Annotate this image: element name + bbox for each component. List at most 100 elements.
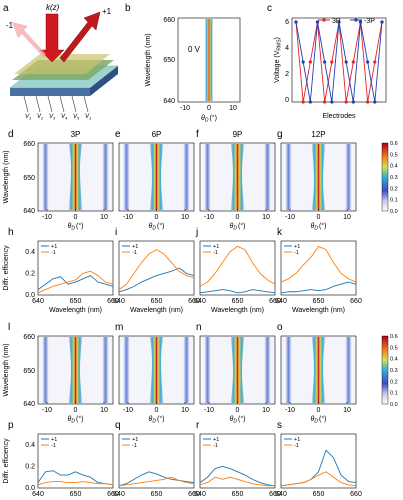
series-point [330, 60, 334, 64]
legend-label: -1 [132, 443, 137, 449]
panel-letter: n [196, 322, 202, 333]
colorbar-gradient [381, 142, 389, 212]
colorbar-tick: 0.0 [390, 402, 398, 408]
side-order-streak [204, 337, 211, 403]
series-point [366, 60, 370, 64]
zero-order-streak [149, 337, 164, 403]
legend-marker-3p [322, 18, 326, 22]
series-point [323, 100, 327, 104]
series-point [301, 60, 305, 64]
panel-letter-b: b [125, 3, 131, 14]
x-tick: -10 [180, 105, 190, 112]
side-order-streak [204, 144, 211, 210]
panel-b-y-ticks: 660 650 640 [163, 17, 175, 105]
legend-label: -1 [213, 250, 218, 256]
x-tick: 10 [181, 407, 189, 414]
legend-label: -1 [213, 443, 218, 449]
legend-label-minus3p: -3P [364, 18, 375, 25]
x-tick: -10 [123, 214, 133, 221]
side-order-streak [42, 144, 49, 210]
colorbar-tick: 0.2 [390, 379, 398, 385]
zero-order-streak [230, 337, 245, 403]
panel-b-diffraction-streak [205, 19, 213, 101]
panel-letter: k [277, 227, 283, 238]
y-tick: 640 [23, 208, 35, 215]
line-x-label: Wavelength (nm) [130, 307, 183, 314]
series-point [308, 100, 312, 104]
line-plot-area [199, 240, 276, 296]
colorbar-tick: 0.6 [390, 141, 398, 147]
panel-b-y-label: Wavelength (nm) [145, 33, 152, 86]
series-line-minus1 [37, 270, 114, 294]
y-tick: 660 [163, 17, 175, 24]
heatmap-x-label: θD(°) [68, 415, 84, 425]
line-panel: h +1-1 640 650 660 Wavelength (nm) [8, 227, 119, 314]
series-line-plus1 [199, 465, 276, 487]
y-tick: 0.0 [25, 485, 35, 492]
heatmap-x-label: θD(°) [311, 415, 327, 425]
x-tick: 0 [317, 407, 321, 414]
series-point [294, 20, 298, 24]
line-legend: +1-1 [122, 244, 138, 256]
side-order-streak [183, 144, 190, 210]
heatmap-row-1: l -10 0 10 θD(°) m -10 0 10 θD(°) n -10 0 10 θD(°) o -10… [3, 322, 398, 425]
panel-c-y-ticks: 6 4 2 0 [285, 19, 289, 104]
line-y-label: Diffr. efficiency [3, 245, 10, 291]
colorbar-tick: 0.4 [390, 357, 398, 363]
x-tick: 660 [188, 298, 200, 305]
series-point [351, 60, 355, 64]
series-point [373, 60, 377, 64]
x-tick: -10 [42, 407, 52, 414]
x-tick: 0 [236, 214, 240, 221]
series-point [337, 20, 341, 24]
side-order-streak [183, 337, 190, 403]
x-tick: 10 [343, 407, 351, 414]
colorbar-tick: 0.2 [390, 186, 398, 192]
y-tick: 6 [285, 19, 289, 26]
zero-order-streak [68, 144, 83, 210]
side-order-streak [345, 337, 352, 403]
y-tick: 0.4 [25, 249, 35, 256]
x-tick: 640 [194, 491, 206, 498]
x-tick: 650 [151, 298, 163, 305]
x-tick: -10 [42, 214, 52, 221]
panel-letter: h [8, 227, 14, 238]
line-legend: +1-1 [41, 244, 57, 256]
heatmap-x-label: θD(°) [149, 415, 165, 425]
series-point [308, 60, 312, 64]
series-point [323, 60, 327, 64]
panel-letter: p [8, 420, 14, 431]
y-tick: 0.2 [25, 270, 35, 277]
series-point [373, 100, 377, 104]
series-point [358, 20, 363, 24]
series-point [344, 100, 348, 104]
legend-label: +1 [294, 244, 300, 250]
panel-letter: m [115, 322, 123, 333]
x-tick: 650 [313, 298, 325, 305]
heatmap-x-label: θD(°) [311, 222, 327, 232]
y-tick: 0.4 [25, 442, 35, 449]
panel-letter: r [196, 420, 200, 431]
x-tick: 10 [343, 214, 351, 221]
x-tick: 10 [100, 214, 108, 221]
x-tick: 650 [151, 491, 163, 498]
panel-c-legend: 3P -3P [318, 18, 375, 25]
line-plot-area [118, 240, 195, 296]
y-tick: 0 [285, 97, 289, 104]
legend-label: +1 [51, 437, 57, 443]
panel-letter-a: a [3, 3, 9, 14]
x-tick: 10 [262, 407, 270, 414]
heatmap-y-label: Wavelength (nm) [3, 343, 10, 396]
y-tick: 660 [23, 334, 35, 341]
line-panel: j +1-1 640 650 660 Wavelength (nm) [194, 227, 281, 314]
heatmap-panel: l -10 0 10 θD(°) [8, 322, 114, 425]
x-tick: 0 [155, 214, 159, 221]
x-tick: 660 [188, 491, 200, 498]
heatmap-x-label: θD(°) [230, 415, 246, 425]
series-line-plus1 [280, 281, 357, 294]
line-plot-area [118, 433, 195, 489]
